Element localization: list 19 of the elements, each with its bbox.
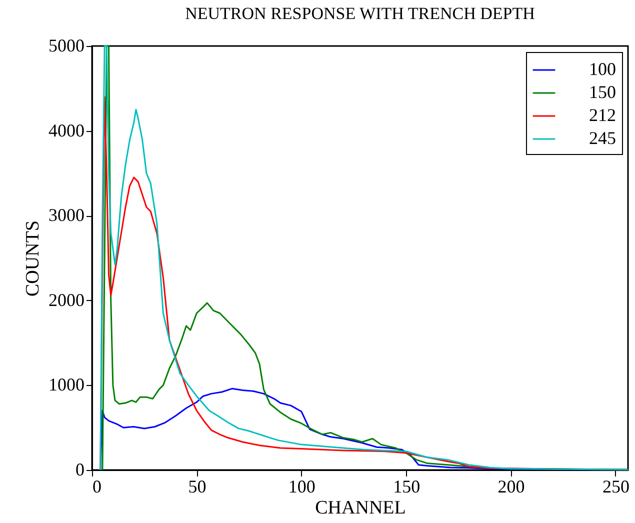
legend-label: 150: [589, 82, 616, 102]
chart-title: NEUTRON RESPONSE WITH TRENCH DEPTH: [185, 4, 535, 23]
y-tick-label: 5000: [48, 36, 84, 56]
x-tick-label: 100: [288, 476, 316, 496]
y-tick-label: 1000: [48, 374, 84, 395]
y-tick-label: 4000: [48, 120, 84, 140]
x-tick-label: 0: [92, 476, 102, 496]
x-tick-label: 150: [393, 476, 420, 496]
x-tick-label: 200: [498, 476, 525, 496]
legend-label: 100: [589, 59, 616, 79]
legend-label: 212: [589, 105, 616, 125]
legend-label: 245: [589, 128, 616, 148]
x-tick-label: 50: [188, 476, 206, 496]
y-tick-label: 2000: [48, 290, 84, 310]
x-tick-label: 250: [602, 476, 630, 496]
y-axis-title: COUNTS: [22, 220, 44, 297]
y-tick-label: 3000: [48, 205, 84, 226]
x-axis-title: CHANNEL: [315, 498, 406, 518]
y-tick-label: 0: [76, 460, 84, 480]
